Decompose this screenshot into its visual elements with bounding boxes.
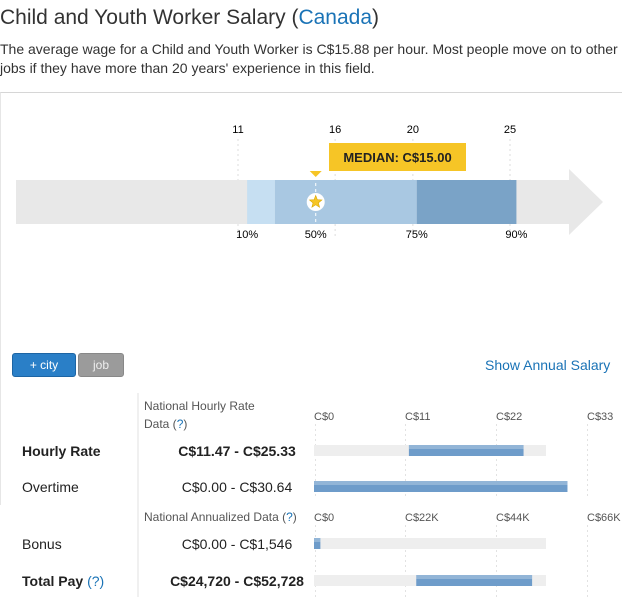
title-prefix: Child and Youth Worker Salary ( [0, 6, 299, 29]
pay-range-table: National Hourly Rate Data (?) C$0 C$11 C$22… [22, 393, 621, 597]
distribution-tick-label: 11 [232, 124, 243, 136]
row-label: Bonus [22, 536, 62, 552]
country-link[interactable]: Canada [298, 6, 373, 29]
hourly-help-link[interactable]: ? [177, 417, 184, 431]
page-title: Child and Youth Worker Salary (Canada) [0, 6, 379, 30]
axis-tick-label: C$11 [405, 411, 430, 423]
band-10-25 [247, 180, 275, 224]
median-badge: MEDIAN: C$15.00 [309, 143, 466, 177]
distribution-tick-label: 20 [407, 124, 419, 136]
hourly-header-line2: Data (?) [144, 417, 187, 431]
row-range-value: C$24,720 - C$52,728 [170, 573, 304, 589]
row-range-value: C$0.00 - C$30.64 [182, 479, 293, 495]
title-suffix: ) [372, 6, 380, 29]
hourly-section-header: National Hourly Rate Data (?) [144, 399, 255, 431]
annual-header-text: National Annualized Data (?) [144, 510, 297, 524]
axis-tick-label: C$22 [496, 411, 522, 423]
wage-distribution-chart: 11 16 20 25 MEDIAN: C$15.00 10% 50% 75% 90% [16, 124, 603, 241]
range-bar [314, 481, 568, 492]
annual-section-header: National Annualized Data (?) [144, 510, 297, 524]
salary-panel: 11 16 20 25 MEDIAN: C$15.00 10% 50% 75% 90% + … [0, 92, 622, 597]
intro-text: The average wage for a Child and Youth W… [0, 41, 618, 76]
show-annual-salary-link[interactable]: Show Annual Salary [485, 357, 611, 373]
add-city-button[interactable]: + city [12, 353, 76, 377]
median-star-icon [306, 193, 325, 211]
axis-tick-label: C$22K [405, 512, 439, 524]
percentile-label: 10% [236, 229, 258, 241]
axis-tick-label: C$33 [587, 411, 613, 423]
axis-tick-label: C$0 [314, 411, 334, 423]
percentile-label: 50% [305, 229, 327, 241]
axis-tick-label: C$66K [587, 512, 621, 524]
range-track [314, 538, 546, 549]
row-range-value: C$0.00 - C$1,546 [182, 536, 293, 552]
range-bar [408, 445, 524, 456]
band-25-75 [274, 180, 417, 224]
axis-tick-label: C$0 [314, 512, 334, 524]
row-label: Overtime [22, 479, 79, 495]
add-job-button[interactable]: job [78, 353, 124, 377]
hourly-header-line1: National Hourly Rate [144, 399, 255, 413]
median-label: MEDIAN: C$15.00 [343, 150, 451, 165]
row-label: Total Pay (?) [22, 573, 104, 589]
row-label: Hourly Rate [22, 443, 101, 459]
row-help-link[interactable]: (?) [83, 573, 104, 589]
axis-tick-label: C$44K [496, 512, 530, 524]
row-range-value: C$11.47 - C$25.33 [178, 443, 296, 459]
distribution-tick-label: 25 [504, 124, 516, 136]
percentile-label: 75% [406, 229, 428, 241]
distribution-tick-label: 16 [329, 124, 341, 136]
percentile-label: 90% [505, 229, 527, 241]
band-75-90 [416, 180, 517, 224]
